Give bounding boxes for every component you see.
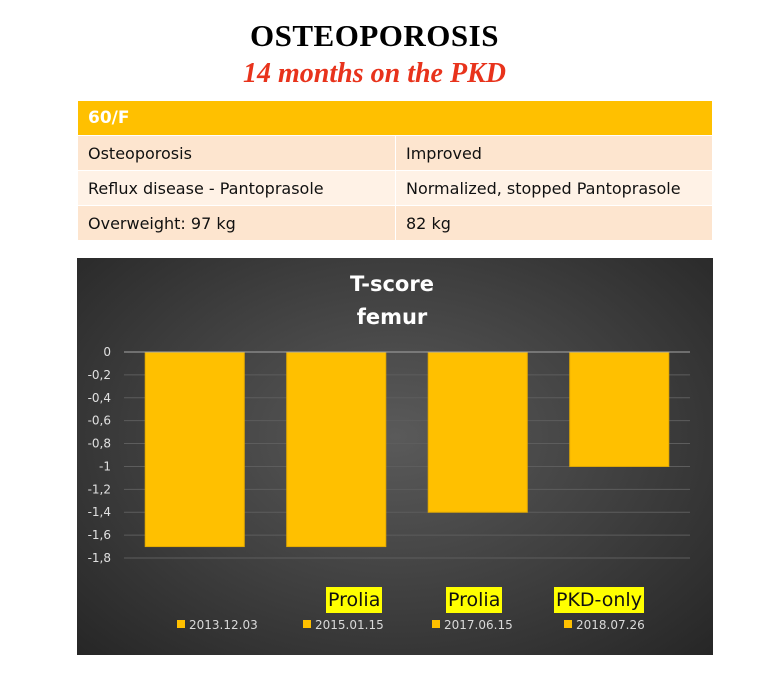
table-cell-outcome: Improved [395, 135, 713, 171]
legend-label: 2015.01.15 [315, 618, 384, 632]
t-score-chart: T-score femur 0 -0,2 -0,4 -0,6 -0,8 -1 -1,2 -1,… [77, 258, 713, 655]
annotation-pkd-only: PKD-only [554, 587, 644, 613]
y-tick-label: -1,8 [88, 551, 111, 565]
bar-2018.07.26 [569, 351, 670, 467]
table-cell-outcome: Normalized, stopped Pantoprasole [395, 170, 713, 206]
y-tick-label: -0,6 [88, 414, 111, 428]
page-subtitle: 14 months on the PKD [243, 58, 506, 89]
bar-2013.12.03 [144, 351, 245, 548]
y-tick-label: -0,4 [88, 391, 111, 405]
table-header-row: 60/F [77, 100, 713, 136]
annotation-prolia-1: Prolia [326, 587, 383, 613]
legend-swatch [564, 620, 572, 628]
legend-swatch [177, 620, 185, 628]
y-tick-label: -1,4 [88, 505, 111, 519]
y-tick-label: 0 [103, 345, 111, 359]
chart-title-line-2: femur [357, 305, 428, 329]
table-row: Reflux disease - Pantoprasole Normalized… [77, 170, 713, 206]
table-cell-condition: Overweight: 97 kg [77, 205, 396, 241]
y-tick-label: -0,8 [88, 437, 111, 451]
y-tick-label: -1 [99, 459, 111, 473]
legend-label: 2013.12.03 [189, 618, 258, 632]
table-row: Osteoporosis Improved [77, 135, 713, 171]
table-cell-condition: Reflux disease - Pantoprasole [77, 170, 396, 206]
y-tick-label: -0,2 [88, 368, 111, 382]
table-cell-outcome: 82 kg [395, 205, 713, 241]
bar-2015.01.15 [286, 351, 387, 548]
chart-title-line-1: T-score [350, 272, 434, 296]
legend-swatch [303, 620, 311, 628]
legend-swatch [432, 620, 440, 628]
table-row: Overweight: 97 kg 82 kg [77, 205, 713, 241]
y-tick-label: -1,6 [88, 528, 111, 542]
y-tick-label: -1,2 [88, 482, 111, 496]
annotation-prolia-2: Prolia [446, 587, 503, 613]
chart-svg: T-score femur 0 -0,2 -0,4 -0,6 -0,8 -1 -1,2 -1,… [88, 272, 690, 632]
table-header-cell: 60/F [77, 100, 713, 136]
legend-label: 2017.06.15 [444, 618, 513, 632]
legend-label: 2018.07.26 [576, 618, 645, 632]
bar-2017.06.15 [427, 351, 528, 513]
table-cell-condition: Osteoporosis [77, 135, 396, 171]
patient-info-table: 60/F Osteoporosis Improved Reflux diseas… [77, 100, 713, 241]
page-title: OSTEOPOROSIS [250, 18, 499, 53]
